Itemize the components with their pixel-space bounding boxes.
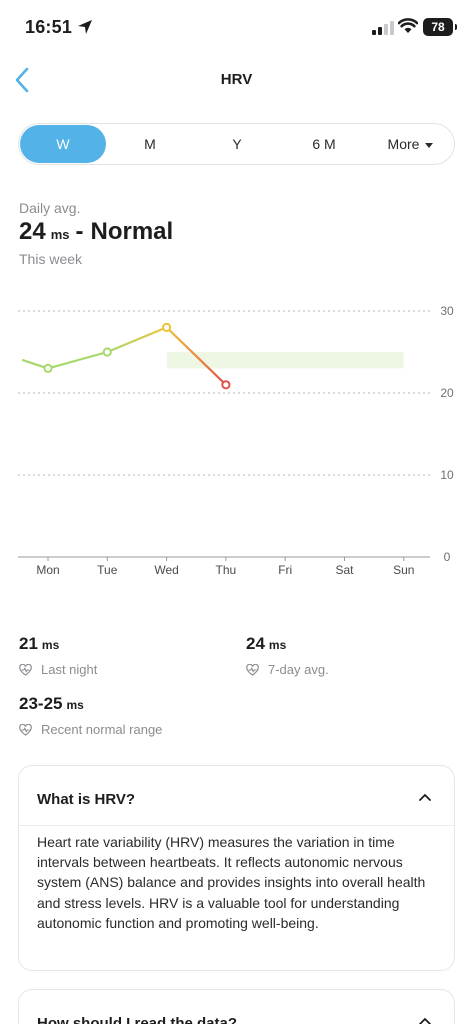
stat-value: 21 bbox=[19, 634, 38, 653]
wifi-icon bbox=[398, 18, 418, 33]
x-tick-label: Fri bbox=[278, 563, 292, 577]
status-bar: 16:51 78 bbox=[0, 0, 473, 52]
summary-status: Normal bbox=[90, 218, 174, 245]
data-point bbox=[221, 380, 231, 390]
y-tick-label: 10 bbox=[440, 468, 454, 482]
summary-unit: ms bbox=[50, 227, 70, 242]
stat-label: Last night bbox=[41, 662, 98, 677]
series-line-segment bbox=[165, 326, 227, 386]
y-tick-label: 0 bbox=[444, 550, 451, 564]
page-title: HRV bbox=[220, 71, 253, 88]
back-chevron-icon[interactable] bbox=[10, 64, 38, 96]
card-title: What is HRV? bbox=[37, 791, 136, 808]
stat-label: Recent normal range bbox=[41, 722, 163, 737]
period-selector: W M Y 6 M More bbox=[18, 123, 455, 165]
summary-value: 24 ms - Normal bbox=[19, 218, 173, 246]
hrv-chart: 0 10 20 30 Mon Tue Wed Thu Fri Sat Sun bbox=[18, 304, 454, 577]
chevron-up-icon[interactable] bbox=[418, 1016, 432, 1024]
stat-label: 7-day avg. bbox=[268, 662, 329, 677]
x-tick-label: Thu bbox=[216, 563, 237, 577]
summary-number: 24 bbox=[19, 218, 46, 245]
tab-year[interactable]: Y bbox=[232, 136, 242, 152]
info-card-what-is-hrv: What is HRV? Heart rate variability (HRV… bbox=[18, 765, 455, 971]
x-tick-label: Sat bbox=[335, 563, 354, 577]
status-time: 16:51 bbox=[25, 17, 73, 37]
cellular-signal-icon bbox=[372, 21, 394, 35]
x-tick-label: Tue bbox=[97, 563, 118, 577]
info-card-read-data[interactable]: How should I read the data? bbox=[18, 989, 455, 1024]
tab-week[interactable]: W bbox=[20, 125, 106, 163]
stat-seven-day-avg: 24 ms 7-day avg. bbox=[246, 634, 329, 677]
card-body: Heart rate variability (HRV) measures th… bbox=[37, 834, 426, 931]
location-arrow-icon bbox=[78, 20, 92, 34]
caret-down-icon bbox=[425, 142, 434, 148]
heart-pulse-icon bbox=[19, 663, 32, 676]
tab-more[interactable]: More bbox=[368, 125, 453, 163]
y-tick-label: 20 bbox=[440, 386, 454, 400]
x-tick-label: Sun bbox=[393, 563, 414, 577]
summary-period: This week bbox=[19, 251, 83, 267]
data-point bbox=[102, 347, 112, 357]
data-point bbox=[162, 322, 172, 333]
normal-range-band bbox=[166, 352, 404, 369]
stat-unit: ms bbox=[41, 638, 60, 652]
stat-normal-range: 23-25 ms Recent normal range bbox=[19, 694, 162, 737]
data-point bbox=[43, 363, 53, 374]
summary-separator: - bbox=[75, 218, 84, 245]
stat-value: 24 bbox=[246, 634, 265, 653]
series-line-segment bbox=[46, 350, 109, 370]
x-tick-label: Wed bbox=[154, 563, 178, 577]
series-line-segment bbox=[106, 326, 168, 354]
stat-unit: ms bbox=[66, 698, 84, 712]
x-tick-label: Mon bbox=[36, 563, 59, 577]
summary-label: Daily avg. bbox=[19, 200, 81, 216]
heart-pulse-icon bbox=[246, 663, 259, 676]
battery-icon: 78 bbox=[423, 18, 457, 36]
stat-value: 23-25 bbox=[19, 694, 63, 713]
stat-last-night: 21 ms Last night bbox=[19, 634, 97, 677]
chevron-up-icon[interactable] bbox=[418, 792, 432, 802]
card-divider bbox=[19, 825, 454, 826]
heart-pulse-icon bbox=[19, 723, 32, 736]
y-tick-label: 30 bbox=[440, 304, 454, 318]
tab-month[interactable]: M bbox=[144, 136, 156, 152]
card-title: How should I read the data? bbox=[37, 1015, 238, 1024]
stat-unit: ms bbox=[268, 638, 287, 652]
tab-six-months[interactable]: 6 M bbox=[312, 136, 336, 152]
